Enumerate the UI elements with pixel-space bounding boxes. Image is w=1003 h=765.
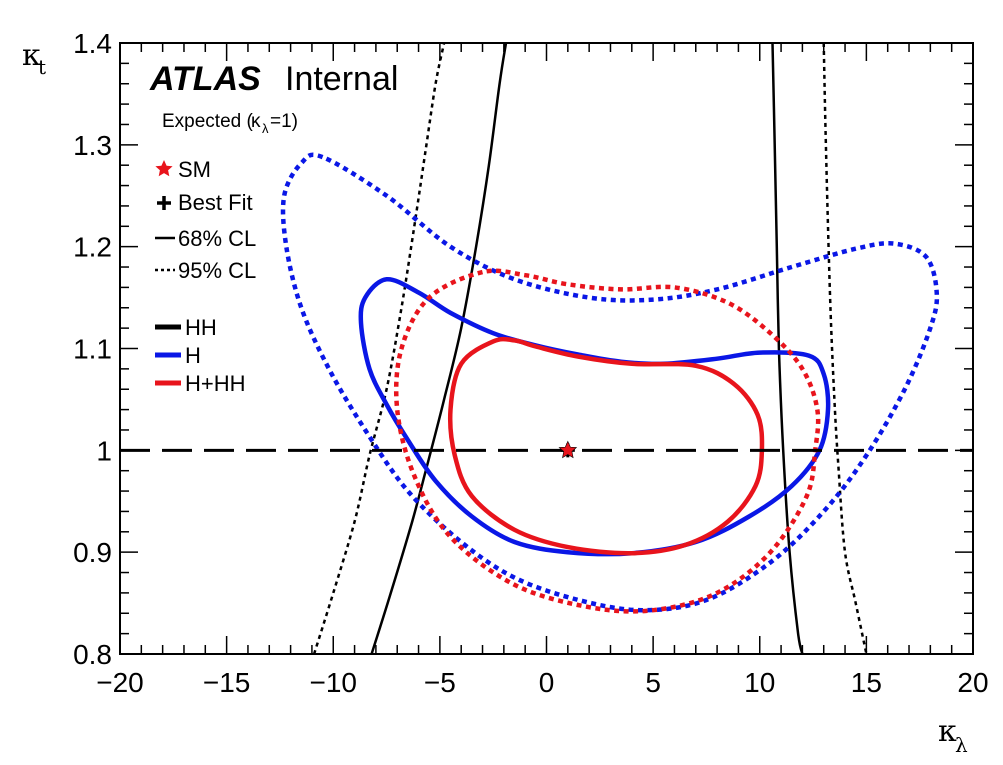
x-tick-label: 20 [957, 667, 988, 698]
star-icon [155, 160, 173, 177]
legend-entry-sm: SM [155, 157, 211, 182]
y-tick-label: 0.8 [73, 639, 112, 670]
h-plus-hh-68cl-contour-6 [447, 336, 765, 556]
x-axis-subscript: λ [955, 733, 968, 757]
y-tick-label: 0.9 [73, 537, 112, 568]
y-tick-label: 1.2 [73, 232, 112, 263]
point-markers [558, 440, 578, 459]
y-tick-label: 1.3 [73, 130, 112, 161]
sm-star-marker [558, 440, 578, 459]
x-tick-label: −15 [203, 667, 251, 698]
hh-68cl-contour-0 [370, 43, 508, 654]
legend-label-68cl: 68% CL [178, 226, 256, 251]
legend-entry-h: H [155, 343, 201, 368]
x-axis: −20 −15 −10 −5 0 5 10 15 20 [96, 43, 989, 698]
x-tick-label: 0 [539, 667, 555, 698]
y-axis: 0.8 0.9 1 1.1 1.2 1.3 1.4 [73, 28, 973, 670]
status-label: Internal [285, 60, 398, 98]
legend-entry-h-hh: H+HH [155, 371, 246, 396]
legend-label-hh: HH [185, 315, 217, 340]
y-tick-label: 1 [96, 435, 112, 466]
legend-label-best-fit: Best Fit [178, 190, 253, 215]
y-axis-title: κ t [22, 38, 46, 79]
x-tick-label: −5 [424, 667, 456, 698]
cross-icon [157, 196, 171, 210]
subtitle: Expected ( κ λ =1) [162, 111, 298, 136]
hh-95cl-contour-2 [312, 43, 446, 654]
legend-label-95cl: 95% CL [178, 258, 256, 283]
subtitle-suffix: =1) [270, 111, 298, 132]
subtitle-symbol: κ [251, 111, 261, 132]
y-axis-subscript: t [38, 55, 46, 79]
legend-entry-best-fit: Best Fit [157, 190, 253, 215]
legend-entry-hh: HH [155, 315, 217, 340]
hh-68cl-contour-1 [771, 43, 804, 654]
y-tick-label: 1.1 [73, 334, 112, 365]
hh-95cl-contour-3 [822, 43, 868, 654]
y-axis-symbol: κ [22, 38, 41, 73]
subtitle-prefix: Expected ( [162, 111, 253, 132]
x-tick-label: 15 [851, 667, 882, 698]
legend-label-h-hh: H+HH [185, 371, 246, 396]
contour-layer [280, 43, 940, 654]
x-axis-symbol: κ [938, 714, 957, 749]
legend-label-h: H [185, 343, 201, 368]
h-95cl-contour-5 [280, 152, 940, 613]
subtitle-subscript: λ [262, 121, 269, 136]
y-tick-label: 1.4 [73, 28, 112, 59]
legend-label-sm: SM [178, 157, 211, 182]
legend-entry-68cl: 68% CL [155, 226, 256, 251]
legend: SM Best Fit 68% CL 95% CL HH H H+HH [155, 157, 256, 396]
experiment-label: ATLAS [149, 60, 261, 98]
x-tick-label: 5 [645, 667, 661, 698]
legend-entry-95cl: 95% CL [155, 258, 256, 283]
h-plus-hh-95cl-contour-7 [393, 268, 821, 614]
x-tick-label: −10 [310, 667, 358, 698]
x-tick-label: −20 [96, 667, 144, 698]
x-axis-title: κ λ [938, 714, 968, 757]
x-tick-label: 10 [744, 667, 775, 698]
